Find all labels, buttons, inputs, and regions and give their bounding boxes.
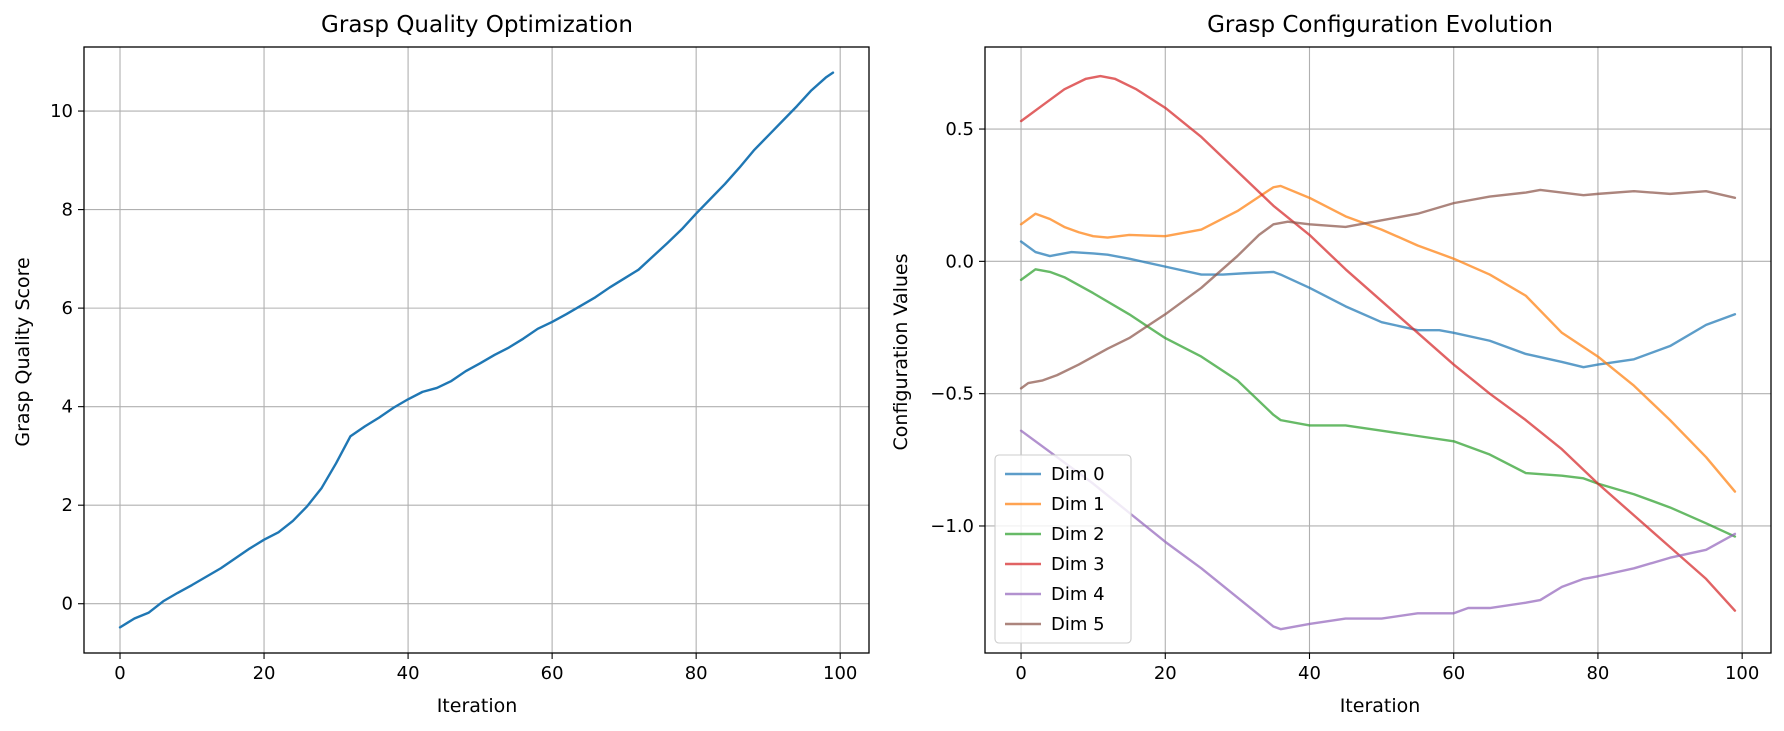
y-tick-label: 0.5 xyxy=(945,119,974,140)
y-tick-label: 4 xyxy=(62,397,73,418)
y-axis-label: Grasp Quality Score xyxy=(12,257,34,446)
legend-label: Dim 1 xyxy=(1051,494,1105,515)
series-line-0 xyxy=(118,71,835,629)
x-tick-label: 100 xyxy=(1725,663,1759,684)
y-tick-label: 0.0 xyxy=(945,251,974,272)
chart-title: Grasp Configuration Evolution xyxy=(1207,12,1553,38)
grasp-configuration-chart: Grasp Configuration Evolution Iteration … xyxy=(890,12,1772,717)
legend-label: Dim 3 xyxy=(1051,554,1105,575)
plot-frame xyxy=(83,46,870,654)
series-line-dim-0 xyxy=(1019,240,1737,369)
x-tick-label: 40 xyxy=(1298,663,1321,684)
y-tick-label: 10 xyxy=(50,101,73,122)
legend-box xyxy=(994,454,1132,644)
x-tick-label: 0 xyxy=(114,663,125,684)
x-tick-label: 100 xyxy=(823,663,857,684)
chart-title: Grasp Quality Optimization xyxy=(321,12,633,38)
series-line-dim-5 xyxy=(1019,188,1737,390)
y-tick-label: −1.0 xyxy=(930,516,974,537)
x-tick-label: 80 xyxy=(685,663,708,684)
legend: Dim 0 Dim 1 Dim 2 Dim 3 Dim 4 Dim 5 xyxy=(994,454,1132,644)
grasp-quality-chart: Grasp Quality Optimization Iteration Gra… xyxy=(12,12,870,717)
series-group xyxy=(118,71,835,629)
x-tick-label: 20 xyxy=(253,663,276,684)
y-tick-label: 8 xyxy=(62,200,73,221)
y-axis-label: Configuration Values xyxy=(890,254,912,451)
legend-label: Dim 4 xyxy=(1051,584,1105,605)
x-tick-label: 60 xyxy=(541,663,564,684)
plot-frame xyxy=(984,46,1772,654)
legend-label: Dim 0 xyxy=(1051,464,1105,485)
series-line-dim-1 xyxy=(1019,184,1737,493)
series-line-dim-4 xyxy=(1019,429,1737,631)
y-tick-label: 2 xyxy=(62,495,73,516)
x-tick-label: 60 xyxy=(1442,663,1465,684)
x-axis-label: Iteration xyxy=(437,695,518,717)
x-axis-label: Iteration xyxy=(1340,695,1421,717)
legend-label: Dim 2 xyxy=(1051,524,1105,545)
x-tick-label: 80 xyxy=(1586,663,1609,684)
y-tick-label: 0 xyxy=(62,594,73,615)
y-tick-label: 6 xyxy=(62,298,73,319)
x-tick-label: 20 xyxy=(1154,663,1177,684)
grid xyxy=(985,47,1771,653)
series-line-dim-3 xyxy=(1019,74,1737,612)
x-tick-label: 0 xyxy=(1015,663,1026,684)
series-group xyxy=(1019,74,1737,631)
grid xyxy=(84,47,869,653)
legend-label: Dim 5 xyxy=(1051,614,1105,635)
x-tick-label: 40 xyxy=(397,663,420,684)
y-tick-label: −0.5 xyxy=(930,384,974,405)
